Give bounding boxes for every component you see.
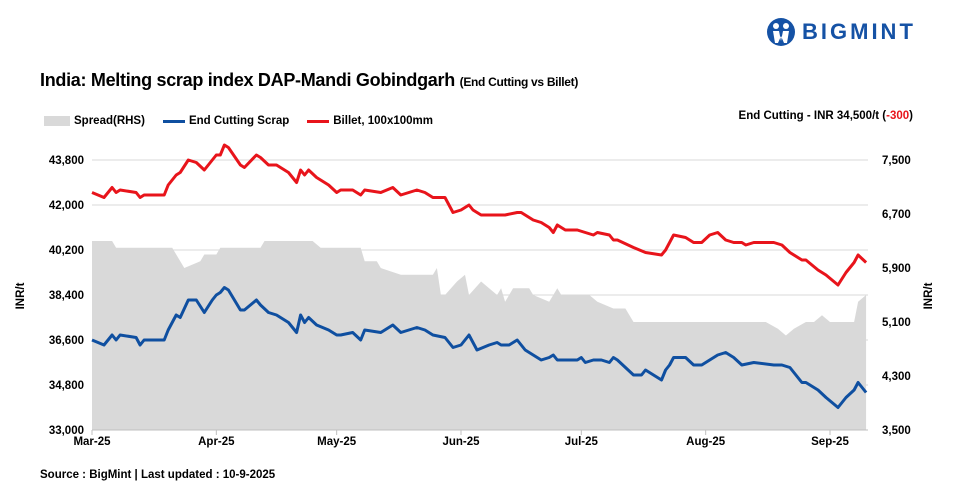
series-line-billet-100x100mm (91, 143, 868, 287)
series-lines (91, 143, 868, 409)
legend: Spread(RHS) End Cutting Scrap Billet, 10… (44, 115, 451, 127)
legend-swatch-spread (44, 116, 70, 126)
bigmint-logo: BIGMINT (766, 17, 916, 47)
logo-wordmark: BIGMINT (802, 19, 916, 44)
x-tick-label: May-25 (317, 436, 357, 448)
legend-item-billet: Billet, 100x100mm (307, 115, 433, 127)
y-tick-label-left: 43,800 (49, 155, 84, 167)
y-tick-label-right: 5,100 (882, 317, 911, 329)
x-tick-label: Sep-25 (811, 436, 849, 448)
legend-swatch-end-cutting (162, 119, 185, 123)
spread-area-layer (92, 241, 867, 430)
y-tick-label-right: 7,500 (882, 155, 911, 167)
legend-label: End Cutting Scrap (188, 115, 290, 127)
axes: 33,000 34,800 36,600 38,400 40,200 42,000 43,8… (49, 155, 911, 448)
title-sub: (End Cutting vs Billet) (459, 75, 579, 89)
y-tick-label-right: 5,900 (882, 263, 911, 275)
price-change: -300 (886, 110, 910, 122)
series-line-end-cutting-scrap (91, 286, 868, 409)
y-tick-label-left: 33,000 (49, 425, 84, 437)
y-tick-label-left: 36,600 (49, 335, 84, 347)
series-area-spread-rhs (92, 241, 867, 430)
x-tick-label: Mar-25 (73, 436, 111, 448)
legend-label: Billet, 100x100mm (333, 115, 433, 127)
price-suffix: ) (909, 110, 913, 122)
price-text: End Cutting - INR 34,500/t ( (738, 110, 887, 122)
legend-label: Spread(RHS) (74, 115, 145, 127)
title-main: India: Melting scrap index DAP-Mandi Gob… (40, 70, 455, 90)
y-tick-label-left: 38,400 (49, 290, 84, 302)
source-note: Source : BigMint | Last updated : 10-9-2… (40, 469, 276, 481)
y-axis-title-right: INR/t (923, 282, 935, 309)
y-tick-label-right: 4,300 (882, 371, 911, 383)
y-tick-label-right: 6,700 (882, 209, 911, 221)
y-tick-label-right: 3,500 (882, 425, 911, 437)
legend-item-spread: Spread(RHS) (44, 115, 145, 127)
legend-swatch-billet (307, 119, 330, 123)
y-tick-label-left: 42,000 (49, 200, 84, 212)
x-tick-label: Jun-25 (442, 436, 480, 448)
x-tick-label: Aug-25 (686, 436, 726, 448)
y-tick-label-left: 40,200 (49, 245, 84, 257)
latest-price-note: End Cutting - INR 34,500/t (-300) (739, 110, 913, 122)
x-tick-label: Jul-25 (565, 436, 599, 448)
y-tick-label-left: 34,800 (49, 380, 84, 392)
x-tick-label: Apr-25 (198, 436, 235, 448)
bigmint-logo-icon (767, 18, 795, 46)
legend-item-end-cutting: End Cutting Scrap (162, 115, 290, 127)
chart-title: India: Melting scrap index DAP-Mandi Gob… (40, 70, 578, 91)
y-axis-title-left: INR/t (15, 282, 27, 309)
